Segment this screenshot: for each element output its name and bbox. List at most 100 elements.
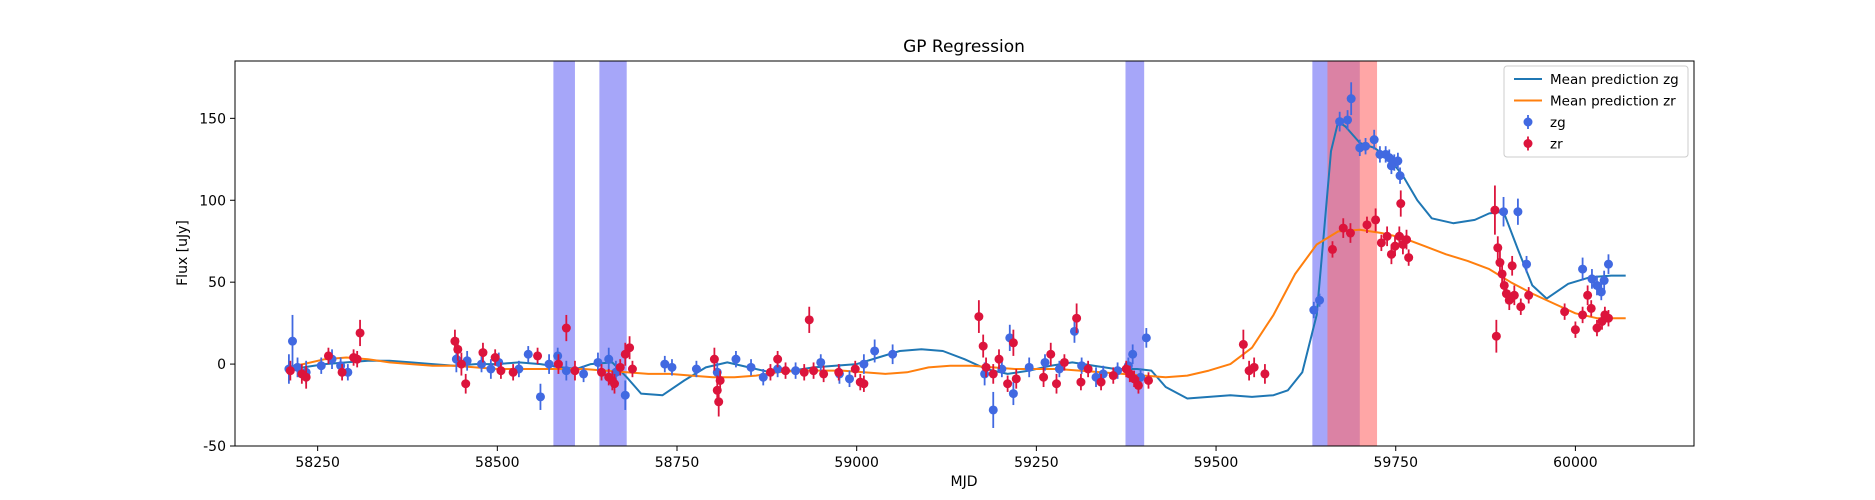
marker-zr bbox=[1003, 379, 1013, 389]
marker-zr bbox=[709, 354, 719, 364]
legend-item: Mean prediction zr bbox=[1514, 94, 1676, 110]
point-zr bbox=[1108, 367, 1118, 384]
marker-zg bbox=[1587, 274, 1597, 284]
point-zr bbox=[1338, 218, 1348, 238]
marker-zr bbox=[1382, 231, 1392, 241]
y-tick-label: 0 bbox=[217, 357, 226, 373]
point-zg bbox=[988, 391, 998, 428]
x-tick-label: 59750 bbox=[1373, 455, 1418, 471]
shaded-region-zg-0 bbox=[553, 61, 575, 446]
marker-zg bbox=[293, 362, 303, 372]
marker-zg bbox=[791, 366, 801, 376]
shaded-region-zr-4 bbox=[1327, 61, 1378, 446]
marker-zr bbox=[1083, 364, 1093, 374]
marker-zr bbox=[1376, 238, 1386, 248]
marker-zr bbox=[988, 369, 998, 379]
point-zr bbox=[553, 354, 563, 374]
marker-zg bbox=[593, 357, 603, 367]
point-zr bbox=[453, 337, 463, 361]
point-zr bbox=[337, 364, 347, 381]
marker-zg bbox=[1346, 94, 1356, 104]
marker-zg bbox=[561, 366, 571, 376]
chart-title: GP Regression bbox=[903, 37, 1025, 57]
marker-zg bbox=[758, 372, 768, 382]
point-zr bbox=[1143, 372, 1153, 389]
point-zg bbox=[1578, 257, 1588, 281]
point-zr bbox=[1008, 329, 1018, 356]
marker-zg bbox=[1069, 326, 1079, 336]
point-zr bbox=[615, 359, 625, 376]
marker-zg bbox=[579, 369, 589, 379]
point-zr bbox=[1011, 369, 1021, 389]
point-zr bbox=[1382, 226, 1392, 247]
point-zr bbox=[834, 364, 844, 381]
marker-zg bbox=[888, 349, 898, 359]
point-zg bbox=[1393, 152, 1403, 170]
point-zr bbox=[1051, 373, 1061, 394]
x-tick-label: 59500 bbox=[1194, 455, 1239, 471]
point-zr bbox=[496, 362, 506, 379]
marker-zr bbox=[1338, 223, 1348, 233]
y-tick-label: -50 bbox=[203, 439, 226, 455]
marker-zg bbox=[1522, 259, 1532, 269]
marker-zr bbox=[1404, 253, 1414, 263]
plot-area bbox=[234, 60, 1695, 447]
point-zr bbox=[508, 364, 518, 381]
marker-zr bbox=[1133, 380, 1143, 390]
legend-marker-swatch bbox=[1523, 139, 1533, 148]
point-zg bbox=[1513, 198, 1523, 225]
point-zr bbox=[850, 360, 860, 378]
marker-zr bbox=[1493, 243, 1503, 253]
point-zr bbox=[1560, 303, 1570, 320]
point-zg bbox=[1024, 357, 1034, 378]
point-zr bbox=[1586, 300, 1596, 317]
marker-zr bbox=[1516, 302, 1526, 312]
point-zr bbox=[533, 347, 543, 365]
x-tick-label: 58250 bbox=[295, 455, 340, 471]
point-zr bbox=[627, 360, 637, 378]
marker-zr bbox=[799, 367, 809, 377]
marker-zr bbox=[804, 315, 814, 325]
point-zr bbox=[561, 314, 571, 342]
point-zr bbox=[1072, 303, 1082, 333]
marker-zr bbox=[355, 328, 365, 338]
legend-marker-swatch bbox=[1523, 117, 1533, 127]
point-zr bbox=[1524, 287, 1534, 304]
marker-zr bbox=[859, 379, 869, 389]
marker-zr bbox=[1051, 379, 1061, 389]
point-zr bbox=[478, 342, 488, 363]
point-zr bbox=[1603, 310, 1613, 327]
y-tick-label: 50 bbox=[208, 275, 226, 291]
marker-zg bbox=[1578, 264, 1588, 274]
marker-zr bbox=[508, 367, 518, 377]
point-zg bbox=[888, 344, 898, 365]
point-zr bbox=[1509, 285, 1519, 306]
point-zr bbox=[625, 336, 635, 360]
marker-zg bbox=[731, 354, 741, 364]
marker-zg bbox=[1008, 389, 1018, 399]
point-zg bbox=[523, 346, 533, 363]
marker-zr bbox=[1603, 313, 1613, 323]
point-zg bbox=[593, 352, 603, 373]
point-zg bbox=[660, 355, 670, 373]
point-zr bbox=[765, 364, 775, 381]
legend: Mean prediction zg Mean prediction zr zg zr bbox=[1503, 65, 1689, 158]
x-tick-label: 59250 bbox=[1014, 455, 1059, 471]
legend-box bbox=[1503, 65, 1689, 158]
x-tick-label: 59000 bbox=[834, 455, 879, 471]
point-zg bbox=[1335, 111, 1345, 132]
point-zg bbox=[1499, 196, 1509, 227]
marker-zr bbox=[456, 359, 466, 369]
marker-zr bbox=[1402, 235, 1412, 245]
y-axis-label: Flux [uJy] bbox=[175, 220, 191, 286]
point-zr bbox=[1376, 234, 1386, 252]
point-zr bbox=[1345, 223, 1355, 243]
point-zr bbox=[1493, 236, 1503, 260]
point-zr bbox=[1583, 285, 1593, 306]
marker-zg bbox=[544, 359, 554, 369]
point-zg bbox=[691, 360, 701, 378]
marker-zr bbox=[1143, 375, 1153, 385]
marker-zg bbox=[1309, 305, 1319, 315]
y-tick-label: 100 bbox=[199, 193, 226, 209]
legend-label: Mean prediction zg bbox=[1550, 72, 1679, 88]
